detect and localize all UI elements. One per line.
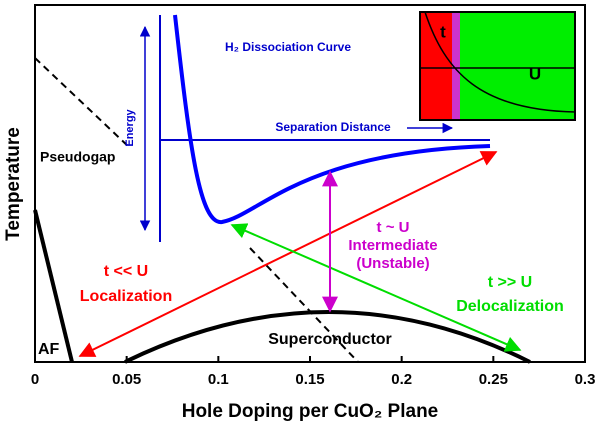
x-axis-label: Hole Doping per CuO₂ Plane: [182, 401, 439, 422]
h2-yaxis-label: Energy: [124, 108, 136, 146]
pseudogap-line: [34, 57, 359, 363]
delocalization-relation: t >> U: [488, 274, 532, 291]
intermediate-note: (Unstable): [356, 255, 429, 272]
x-tick-label: 0.3: [575, 371, 596, 388]
inset-frame: [419, 11, 576, 121]
af-label: AF: [38, 341, 60, 358]
h2-xaxis-label: Separation Distance: [275, 120, 391, 134]
inset-magenta: [452, 12, 460, 120]
localization-relation: t << U: [104, 263, 148, 280]
intermediate-relation: t ~ U: [377, 219, 410, 236]
intermediate-label: Intermediate: [348, 237, 437, 254]
x-tick-label: 0: [31, 371, 39, 388]
inset-green: [460, 12, 575, 120]
inset-curve: [424, 11, 576, 113]
inset-t: t: [440, 22, 446, 41]
localization-label: Localization: [80, 288, 172, 305]
y-axis-label: Temperature: [3, 127, 24, 241]
x-tick-label: 0.25: [479, 371, 508, 388]
delocalization-arrow: [230, 223, 522, 352]
inset-red: [420, 12, 452, 120]
delocalization-label: Delocalization: [456, 298, 564, 315]
tu-inset: t U: [419, 11, 576, 121]
x-tick-label: 0.15: [295, 371, 324, 388]
x-tick-label: 0.2: [391, 371, 412, 388]
pseudogap-label: Pseudogap: [40, 149, 115, 165]
superconductor-label: Superconductor: [268, 331, 392, 348]
plot-area: t U H₂ Dissociation Curve Separation Dis…: [33, 4, 586, 364]
h2-title: H₂ Dissociation Curve: [225, 40, 351, 54]
x-tick-label: 0.05: [112, 371, 141, 388]
x-tick-label: 0.1: [208, 371, 229, 388]
af-boundary: [33, 209, 74, 363]
inset-u: U: [529, 64, 541, 83]
